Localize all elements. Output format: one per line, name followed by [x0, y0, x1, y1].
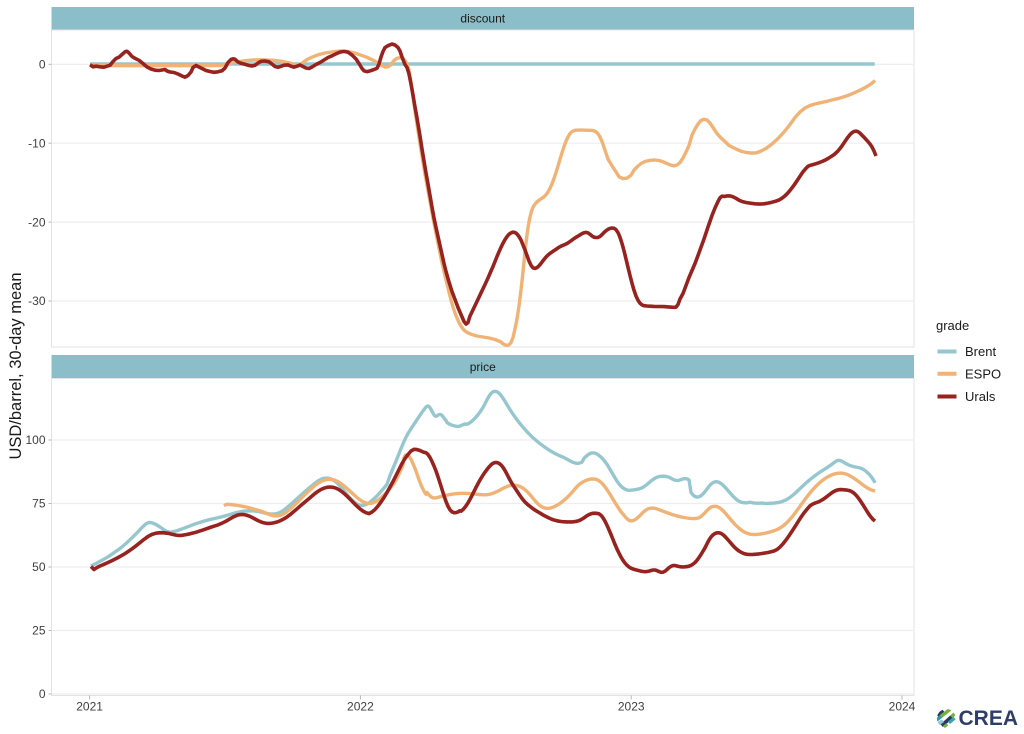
- svg-text:CREA: CREA: [959, 707, 1019, 730]
- svg-text:75: 75: [32, 497, 46, 511]
- svg-text:2024: 2024: [889, 700, 916, 714]
- svg-text:0: 0: [39, 687, 46, 701]
- svg-text:price: price: [470, 360, 496, 374]
- svg-text:25: 25: [32, 624, 46, 638]
- svg-text:2022: 2022: [347, 700, 374, 714]
- svg-text:2023: 2023: [618, 700, 645, 714]
- svg-text:Urals: Urals: [965, 389, 996, 404]
- svg-text:-30: -30: [28, 294, 46, 308]
- svg-text:50: 50: [32, 560, 46, 574]
- svg-text:Brent: Brent: [965, 344, 996, 359]
- svg-text:grade: grade: [936, 318, 969, 333]
- svg-text:-10: -10: [28, 136, 46, 150]
- svg-text:2021: 2021: [76, 700, 103, 714]
- svg-text:ESPO: ESPO: [965, 366, 1001, 381]
- svg-text:-20: -20: [28, 215, 46, 229]
- svg-text:0: 0: [39, 58, 46, 72]
- svg-text:100: 100: [25, 433, 45, 447]
- svg-text:discount: discount: [460, 12, 505, 26]
- svg-text:USD/barrel, 30-day mean: USD/barrel, 30-day mean: [7, 272, 25, 459]
